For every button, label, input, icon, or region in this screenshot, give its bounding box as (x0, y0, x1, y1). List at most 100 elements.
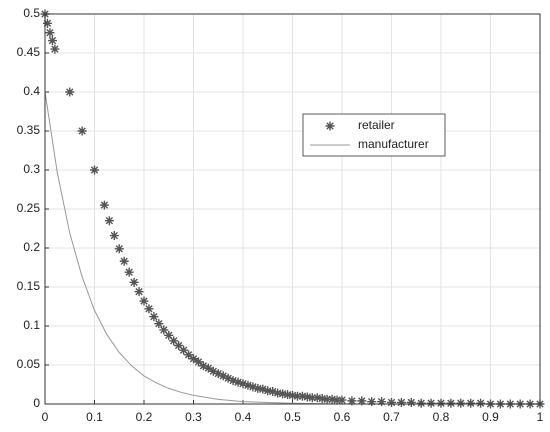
point (426, 398, 436, 408)
point (50, 44, 60, 54)
point (396, 397, 406, 407)
point (189, 354, 198, 364)
point (347, 396, 357, 406)
point (139, 296, 149, 306)
y-tick-label: 0.35 (17, 123, 41, 137)
point (65, 87, 75, 97)
point (213, 369, 223, 379)
point (99, 200, 109, 210)
grid (44, 13, 541, 405)
point (104, 216, 114, 226)
point (377, 397, 387, 407)
point (169, 336, 179, 346)
point (258, 384, 268, 394)
point (238, 379, 248, 389)
x-tick-label: 0.2 (136, 410, 153, 424)
legend-box (302, 113, 446, 157)
x-tick-label: 0.9 (482, 410, 499, 424)
point (332, 395, 342, 405)
x-tick-label: 0.6 (334, 410, 351, 424)
legend-label: manufacturer (358, 137, 429, 151)
point (292, 391, 302, 401)
point (416, 398, 426, 408)
point (114, 244, 124, 254)
point (288, 390, 297, 400)
point (322, 394, 332, 404)
point (124, 267, 134, 277)
y-tick-label: 0.5 (23, 6, 40, 20)
point (268, 387, 278, 397)
point (233, 377, 243, 387)
y-tick-label: 0.15 (17, 279, 41, 293)
point (184, 350, 194, 360)
point (307, 393, 317, 403)
point (243, 380, 253, 390)
point (42, 18, 52, 28)
point (278, 389, 288, 399)
point (436, 398, 446, 408)
x-tick-label: 0.4 (235, 410, 252, 424)
point (90, 165, 99, 175)
point (129, 277, 139, 287)
point (164, 330, 174, 340)
point (248, 382, 258, 392)
y-tick-label: 0.2 (23, 240, 40, 254)
y-tick-label: 0.3 (23, 162, 40, 176)
point (193, 357, 203, 367)
point (263, 386, 273, 396)
axes-box (44, 13, 541, 405)
point (367, 397, 377, 407)
point (253, 383, 263, 393)
point (159, 325, 169, 335)
point (179, 345, 189, 355)
point (119, 256, 129, 266)
legend: retailer manufacturer (302, 113, 446, 157)
y-tick-label: 0.25 (17, 201, 41, 215)
point (228, 376, 238, 386)
legend-swatch (325, 121, 335, 131)
y-tick-label: 0.45 (17, 45, 41, 59)
point (218, 371, 228, 381)
point (337, 395, 347, 405)
point (198, 361, 208, 371)
y-tick-label: 0.1 (23, 318, 40, 332)
point (144, 304, 154, 314)
point (77, 126, 87, 136)
x-tick-label: 0 (42, 410, 49, 424)
point (446, 398, 456, 408)
x-tick-label: 0.8 (433, 410, 450, 424)
y-tick-label: 0.4 (23, 84, 40, 98)
point (174, 341, 184, 350)
x-tick-label: 0.3 (185, 410, 202, 424)
point (154, 319, 164, 329)
x-tick-label: 0.1 (86, 410, 103, 424)
point (297, 391, 307, 401)
point (302, 392, 312, 402)
point (47, 36, 57, 46)
point (476, 398, 486, 408)
point (203, 363, 213, 373)
point (327, 394, 337, 404)
point (456, 398, 466, 408)
point (317, 394, 327, 404)
line (44, 91, 540, 405)
point (223, 373, 233, 383)
point (406, 397, 416, 407)
point (283, 390, 293, 400)
point (312, 393, 322, 403)
x-tick-label: 1 (537, 410, 544, 424)
x-tick-label: 0.7 (383, 410, 400, 424)
point (357, 396, 367, 406)
point (387, 397, 396, 407)
point (466, 398, 476, 408)
point (134, 287, 144, 297)
point (149, 312, 159, 322)
x-tick-label: 0.5 (284, 410, 301, 424)
legend-label: retailer (358, 118, 395, 132)
point (273, 388, 283, 398)
point (208, 366, 218, 376)
y-tick-label: 0 (33, 396, 40, 410)
point (45, 28, 55, 38)
y-tick-label: 0.05 (17, 357, 41, 371)
